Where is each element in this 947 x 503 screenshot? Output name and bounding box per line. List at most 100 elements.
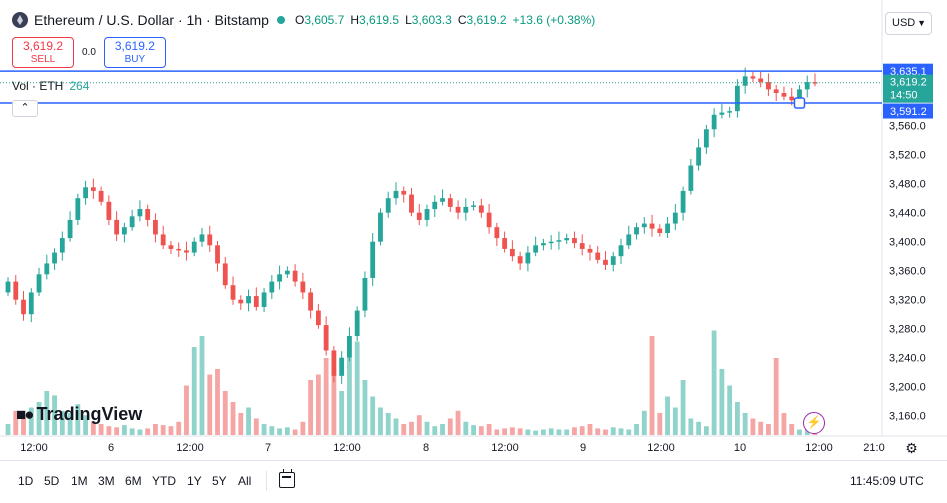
candle-body [191,241,197,253]
volume-bar [370,396,376,435]
buy-button[interactable]: 3,619.2 BUY [103,37,166,68]
volume-bar [657,413,663,435]
volume-bar [797,429,802,435]
candle-body [5,281,11,293]
candle-body [572,238,577,244]
candle-body [727,111,733,113]
volume-bar [579,426,585,435]
volume-bar [509,427,515,435]
timeframe-all[interactable]: All [238,474,252,488]
volume-bar [261,424,267,435]
x-tick-label: 21:0 [863,442,884,454]
volume-bar [339,391,345,435]
chevron-down-icon: ▼ [917,18,926,28]
collapse-legend-button[interactable]: ⌃ [12,100,38,117]
volume-bar [215,369,220,435]
volume-bar [385,413,391,435]
candle-body [626,234,632,246]
candle-body [315,310,321,326]
tradingview-logo[interactable]: ■● TradingView [16,404,142,425]
volume-bar [626,429,632,435]
timeframe-3m[interactable]: 3M [98,474,115,488]
candle-body [238,299,244,304]
volume-bar [331,369,337,435]
volume-bar [773,358,779,435]
volume-bar [238,413,244,435]
volume-bar [176,421,182,435]
volume-bar [463,421,469,435]
volume-bar [284,427,290,435]
volume-bar [517,428,523,435]
volume-bar [541,429,546,435]
candle-body [269,281,275,293]
y-tick-label: 3,280.0 [889,324,926,336]
volume-bar [564,429,570,435]
candle-body [548,241,554,244]
volume-bar [145,428,151,435]
candle-body [277,274,282,282]
candle-body [509,248,515,257]
change-value: +13.6 (+0.38%) [512,13,596,27]
last-price-label-bg [883,74,933,103]
y-tick-label: 3,160.0 [889,411,926,423]
candle-body [432,201,438,210]
volume-legend[interactable]: Vol · ETH 264 [12,79,89,93]
candle-body [106,201,112,220]
sell-button[interactable]: 3,619.2 SELL [12,37,74,68]
volume-bar [168,426,174,435]
timeframe-ytd[interactable]: YTD [152,474,176,488]
volume-bar [184,385,189,435]
timeframe-1m[interactable]: 1M [71,474,88,488]
y-tick-label: 3,200.0 [889,382,926,394]
volume-value: 264 [69,79,90,93]
candle-body [370,241,376,278]
volume-bar [634,424,639,435]
candle-body [137,209,143,217]
gear-icon[interactable]: ⚙ [905,440,918,456]
candle-body [292,270,298,282]
currency-selector[interactable]: USD ▼ [885,12,932,35]
candle-body [494,227,500,239]
close-value: 3,619.2 [466,13,507,27]
volume-bar [347,358,352,435]
candle-body [13,281,19,300]
timeframe-1y[interactable]: 1Y [187,474,202,488]
candle-body [587,248,593,253]
logo-text: TradingView [36,404,143,424]
candle-body [129,216,135,228]
x-tick-label: 12:00 [805,442,833,454]
volume-bar [393,418,399,435]
timeframe-1d[interactable]: 1D [18,474,34,488]
volume-bar [21,415,26,435]
symbol-title[interactable]: Ethereum / U.S. Dollar · 1h · Bitstamp [34,12,269,28]
timeframe-5d[interactable]: 5D [44,474,60,488]
volume-bar [696,421,702,435]
ethereum-icon [12,12,28,28]
calendar-icon[interactable] [279,469,295,488]
y-tick-label: 3,400.0 [889,237,926,249]
candle-body [688,165,694,191]
volume-bar [680,380,686,435]
volume-bar [789,424,795,435]
volume-bar [315,374,321,435]
timeframe-5y[interactable]: 5Y [212,474,227,488]
timeframe-6m[interactable]: 6M [125,474,142,488]
lower-line-price-label-bg [883,103,933,119]
volume-bar [300,421,306,435]
volume-bar [207,374,213,435]
candle-body [696,147,702,166]
candle-body [734,85,740,112]
utc-clock[interactable]: 11:45:09 UTC [850,474,924,488]
y-tick-label: 3,480.0 [889,179,926,191]
ohlc-values: O3,605.7 H3,619.5 L3,603.3 C3,619.2 +13.… [295,13,595,27]
volume-bar [548,428,554,435]
volume-bar [478,426,484,435]
candle-body [168,245,174,249]
lightning-icon[interactable]: ⚡ [803,412,825,434]
buy-label: BUY [124,54,146,65]
volume-bar [603,429,608,435]
candle-body [331,350,337,376]
volume-bar [587,424,593,435]
volume-bar [253,418,259,435]
